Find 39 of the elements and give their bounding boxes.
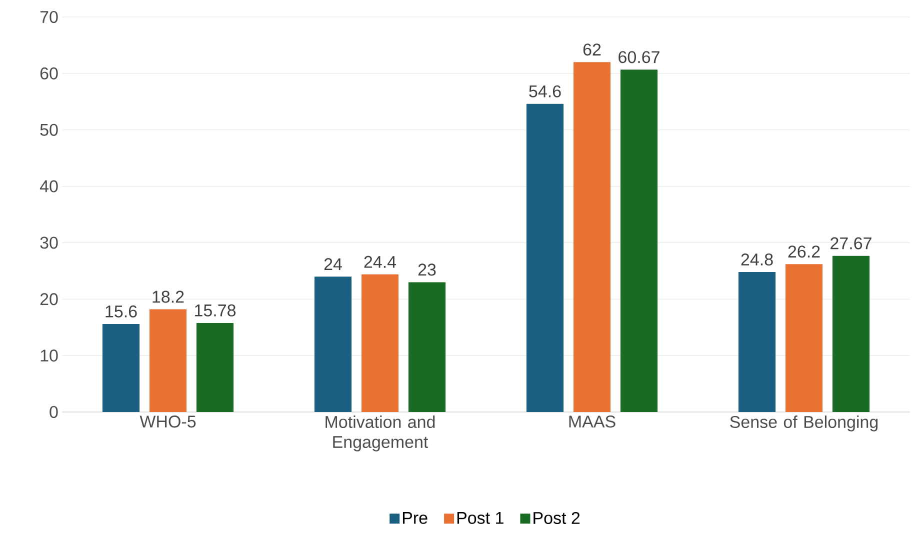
data-label: 62 [583,44,601,56]
bar [150,309,186,412]
data-label: 27.67 [830,237,872,250]
bar [574,62,611,412]
bar [620,70,658,412]
data-label: 54.6 [529,85,561,98]
data-label: 18.2 [152,290,184,303]
data-label: 60.67 [618,51,660,64]
bar [314,276,352,412]
y-tick-label: 20 [40,293,58,306]
y-tick-label: 10 [40,350,58,362]
y-tick-label: 70 [40,10,58,24]
y-tick-label: 50 [40,124,58,136]
data-label: 24.8 [741,253,773,266]
bar [408,282,446,412]
bar [362,274,399,412]
legend-label: Post 2 [534,512,580,524]
x-tick-label: MAAS [569,416,616,428]
bar [738,272,776,412]
data-label: 26.2 [788,246,820,258]
bar [526,104,564,412]
bar [102,324,140,412]
legend-label: Post 1 [457,512,504,524]
data-label: 15.78 [195,304,236,316]
data-label: 15.6 [106,305,137,318]
y-tick-label: 0 [50,406,58,418]
x-tick-label: Sense of Belonging [730,416,878,432]
bar [786,264,823,412]
x-tick-label: Motivation and Engagement [326,416,435,452]
bar [832,256,870,412]
data-label: 23 [418,264,436,276]
y-tick-label: 40 [40,180,58,192]
data-label: 24.4 [364,256,396,268]
y-tick-label: 30 [40,236,58,249]
bar [196,322,234,412]
x-tick-label: WHO-5 [140,416,196,428]
y-tick-label: 60 [40,67,58,80]
data-label: 24 [324,258,342,270]
legend-label: Pre [402,512,428,524]
